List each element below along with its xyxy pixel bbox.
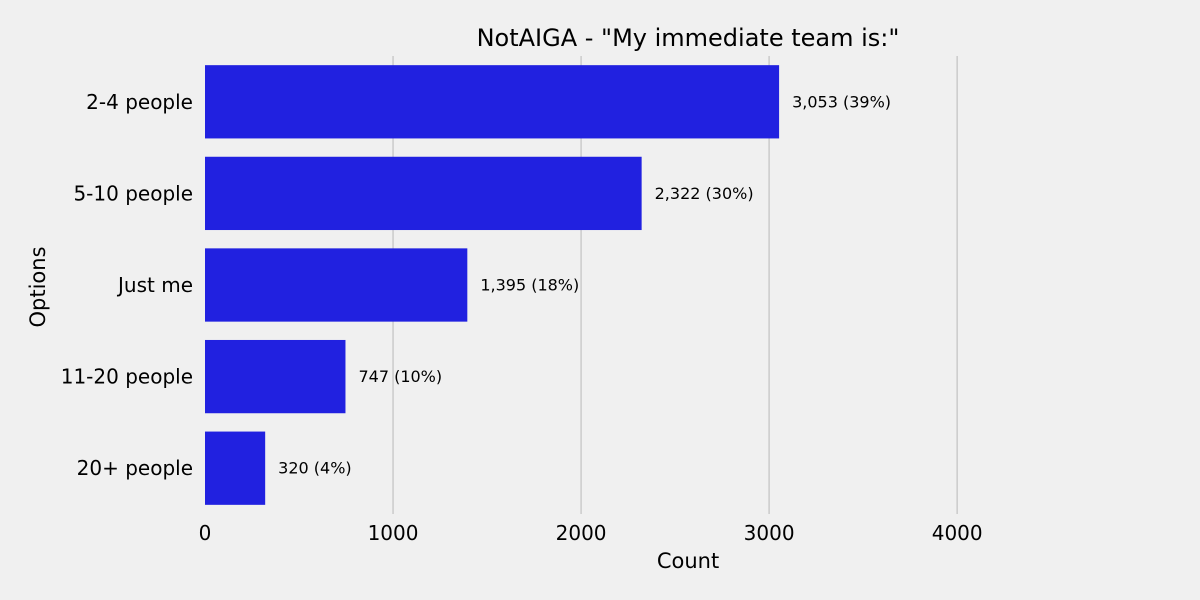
bar-11-20-people bbox=[205, 339, 346, 414]
x-tick-label-3000: 3000 bbox=[744, 521, 795, 545]
x-tick-label-4000: 4000 bbox=[932, 521, 983, 545]
x-tick-label-1000: 1000 bbox=[368, 521, 419, 545]
x-tick-label-0: 0 bbox=[199, 521, 212, 545]
data-label-5-10-people: 2,322 (30%) bbox=[655, 184, 754, 203]
bar-just-me bbox=[205, 248, 468, 322]
x-tick-label-2000: 2000 bbox=[556, 521, 607, 545]
y-axis-label: Options bbox=[26, 246, 50, 327]
data-labels: 3,053 (39%) 2,322 (30%) 1,395 (18%) 747 (10… bbox=[278, 92, 891, 477]
data-label-11-20-people: 747 (10%) bbox=[358, 367, 442, 386]
y-tick-label-11-20-people: 11-20 people bbox=[61, 365, 193, 389]
x-axis-label: Count bbox=[657, 549, 719, 573]
y-tick-label-just-me: Just me bbox=[116, 273, 193, 297]
data-label-2-4-people: 3,053 (39%) bbox=[792, 92, 891, 111]
data-label-just-me: 1,395 (18%) bbox=[480, 276, 579, 295]
x-axis-ticks: 0 1000 2000 3000 4000 bbox=[199, 521, 983, 545]
bars bbox=[205, 65, 780, 505]
y-tick-label-2-4-people: 2-4 people bbox=[86, 90, 193, 114]
y-tick-label-20-people: 20+ people bbox=[77, 456, 193, 480]
chart-title: NotAIGA - "My immediate team is:" bbox=[477, 24, 900, 52]
y-tick-label-5-10-people: 5-10 people bbox=[73, 181, 193, 205]
data-label-20-people: 320 (4%) bbox=[278, 459, 352, 478]
bar-2-4-people bbox=[205, 65, 780, 139]
bar-20-people bbox=[205, 431, 266, 505]
bar-5-10-people bbox=[205, 156, 642, 231]
y-axis-ticks: 2-4 people 5-10 people Just me 11-20 people… bbox=[61, 90, 193, 480]
